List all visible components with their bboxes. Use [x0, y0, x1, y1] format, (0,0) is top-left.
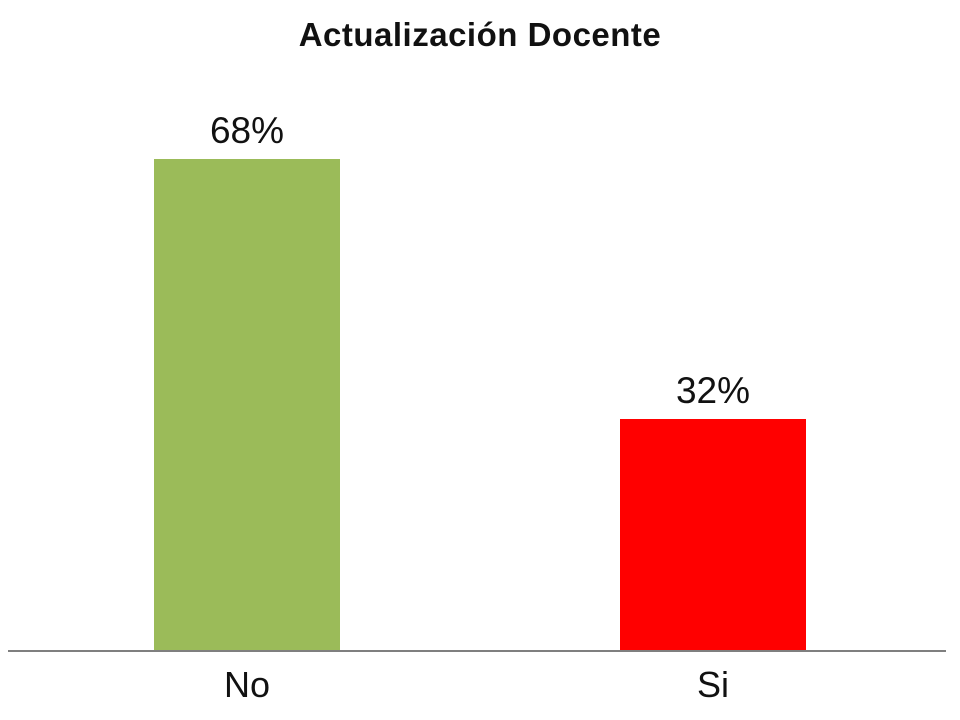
- chart-title: Actualización Docente: [298, 16, 662, 53]
- category-label-si: Si: [696, 664, 729, 705]
- bar-si: [620, 419, 806, 651]
- bar-group-no: 68%: [154, 111, 340, 651]
- value-label-no: 68%: [209, 110, 285, 152]
- bar-no: [154, 159, 340, 651]
- bar-group-si: 32%: [620, 371, 806, 651]
- x-axis-line: [8, 650, 946, 652]
- value-label-si: 32%: [675, 370, 751, 412]
- category-label-no: No: [223, 664, 271, 705]
